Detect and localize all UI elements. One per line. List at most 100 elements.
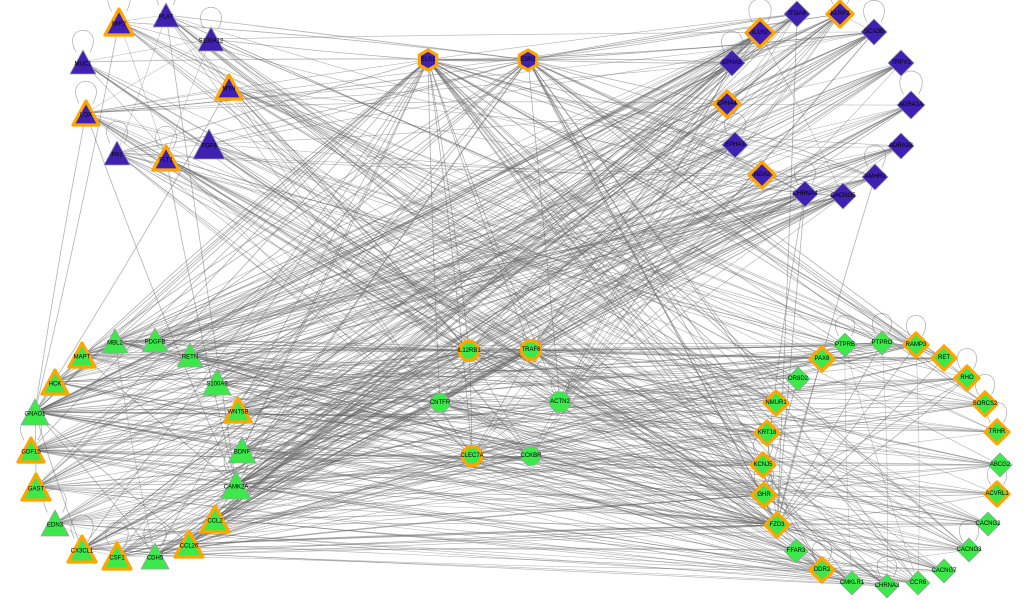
graph-node-cacng7[interactable]: CACNG7 [931, 558, 957, 584]
node-shape-triangle [214, 73, 244, 101]
node-shape-diamond [791, 180, 819, 208]
graph-node-flt1[interactable]: FLT1 [151, 144, 181, 172]
graph-node-muc1[interactable]: MUC1 [69, 48, 97, 76]
node-shape-diamond [750, 481, 778, 509]
graph-node-il12rb1[interactable]: IL12RB1 [457, 340, 481, 362]
node-shape-triangle [20, 398, 50, 426]
graph-node-sorcs2[interactable]: SORCS2 [971, 390, 999, 418]
graph-node-epha3[interactable]: EPHA3 [721, 131, 749, 159]
graph-node-epha5[interactable]: EPHA5 [718, 49, 746, 77]
graph-node-s100a9[interactable]: S100A9 [202, 367, 232, 397]
graph-node-scn3b[interactable]: SCN3B [860, 18, 888, 46]
node-shape-hexagon [517, 48, 539, 72]
graph-node-adra1b[interactable]: ADRA1B [887, 132, 915, 160]
node-shape-diamond [861, 163, 889, 191]
node-shape-diamond [832, 332, 858, 358]
graph-node-amhr2[interactable]: AMHR2 [861, 163, 889, 191]
node-shape-diamond [956, 537, 982, 563]
graph-node-fzd3[interactable]: FZD3 [763, 511, 791, 539]
node-shape-diamond [744, 17, 776, 49]
graph-node-cckbr[interactable]: CCKBR [520, 445, 542, 467]
graph-node-mapt[interactable]: MAPT [67, 341, 97, 369]
graph-node-ddr2[interactable]: DDR2 [808, 556, 836, 584]
node-shape-octagon [549, 391, 571, 413]
node-shape-diamond [987, 452, 1013, 478]
graph-node-camk2a[interactable]: CAMK2A [220, 469, 252, 501]
node-shape-triangle [16, 436, 46, 464]
graph-node-cdh5[interactable]: CDH5 [140, 541, 170, 571]
graph-node-traf6[interactable]: TRAF6 [520, 339, 542, 361]
graph-node-hck[interactable]: HCK [40, 368, 70, 396]
node-shape-diamond [718, 49, 746, 77]
node-shape-diamond [762, 389, 790, 417]
graph-node-nga2[interactable]: NGA2 [747, 160, 777, 190]
graph-node-lox[interactable]: LOX [71, 99, 101, 127]
graph-node-pdgfb[interactable]: PDGFB [141, 326, 169, 354]
graph-node-klrf2[interactable]: KLRF2 [825, 0, 855, 29]
node-shape-diamond [712, 89, 742, 119]
graph-node-epha4[interactable]: EPHA4 [712, 89, 742, 119]
graph-node-ptprb[interactable]: PTPRB [832, 332, 858, 358]
graph-node-mip2[interactable]: MIP2 [103, 7, 135, 37]
graph-node-chrna4[interactable]: CHRNA4 [791, 180, 819, 208]
graph-node-mbl2[interactable]: MBL2 [101, 327, 129, 355]
graph-node-nmur1[interactable]: NMUR1 [762, 389, 790, 417]
graph-node-actn2[interactable]: ACTN2 [548, 390, 572, 414]
graph-node-bdnf[interactable]: BDNF [227, 435, 257, 465]
graph-node-krt18[interactable]: KRT18 [753, 419, 781, 447]
graph-node-gast[interactable]: GAST [20, 472, 52, 502]
graph-node-cacng5[interactable]: CACNG5 [829, 182, 857, 210]
graph-node-ccr6[interactable]: CCR6 [905, 570, 931, 596]
node-shape-octagon [521, 446, 541, 466]
graph-node-il1r2[interactable]: IL1R2 [744, 17, 776, 49]
graph-node-ccl26[interactable]: CCL26 [173, 529, 205, 559]
node-shape-triangle [101, 541, 133, 571]
graph-node-adra1a[interactable]: ADRA1A [896, 90, 926, 120]
graph-node-clec7a[interactable]: CLEC7A [460, 445, 484, 467]
graph-node-trhr[interactable]: TRHR [983, 418, 1011, 446]
graph-node-cacng2[interactable]: CACNG2 [975, 511, 1001, 537]
node-shape-diamond [721, 131, 749, 159]
graph-node-ramp3[interactable]: RAMP3 [902, 331, 930, 359]
node-shape-diamond [869, 330, 895, 356]
graph-node-fn1[interactable]: FN1 [103, 139, 131, 167]
node-shape-diamond [783, 0, 811, 28]
graph-node-rho[interactable]: RHO [953, 364, 981, 392]
graph-node-edn3[interactable]: EDN3 [40, 508, 70, 538]
node-shape-diamond [763, 511, 791, 539]
graph-node-or8d2[interactable]: OR8D2 [785, 366, 811, 392]
graph-node-fgf6[interactable]: FGF6 [192, 127, 226, 161]
graph-node-mtn[interactable]: MTN [214, 73, 244, 101]
graph-node-gdf15[interactable]: GDF15 [16, 436, 46, 464]
graph-node-esr2[interactable]: ESR2 [517, 48, 539, 72]
graph-node-els1[interactable]: ELS1 [417, 48, 439, 72]
graph-node-kcnj5[interactable]: KCNJ5 [749, 451, 777, 479]
graph-node-retn[interactable]: RETN [176, 341, 204, 369]
graph-node-itga8[interactable]: ITGA8 [783, 0, 811, 28]
graph-node-trpv1[interactable]: TRPV1 [887, 49, 915, 77]
graph-node-cacng3[interactable]: CACNG3 [956, 537, 982, 563]
graph-node-ghr[interactable]: GHR [750, 481, 778, 509]
graph-node-ffar3[interactable]: FFAR3 [783, 538, 809, 564]
graph-node-s100a12[interactable]: S100A12 [197, 25, 225, 53]
graph-node-ptpro[interactable]: PTPRO [869, 330, 895, 356]
graph-node-gnao1[interactable]: GNAO1 [20, 397, 50, 427]
graph-node-pax8[interactable]: PAX8 [808, 345, 836, 373]
node-shape-triangle [20, 472, 52, 502]
graph-node-wnt5b[interactable]: WNT5B [223, 396, 253, 424]
graph-node-cntfr[interactable]: CNTFR [429, 392, 451, 414]
graph-node-cx3cl1[interactable]: CX3CL1 [66, 534, 98, 564]
graph-node-abcg2[interactable]: ABCG2 [987, 452, 1013, 478]
graph-node-csf1[interactable]: CSF1 [101, 541, 133, 571]
graph-node-ccl2[interactable]: CCL2 [199, 504, 231, 534]
node-shape-triangle [151, 144, 181, 172]
node-shape-triangle [152, 2, 180, 28]
graph-node-chrna3[interactable]: CHRNA3 [874, 573, 900, 599]
graph-node-cmklr1[interactable]: CMKLR1 [839, 570, 865, 596]
node-shape-octagon [430, 393, 450, 413]
graph-node-plat[interactable]: PLAT [152, 1, 180, 29]
node-shape-triangle [220, 470, 252, 500]
graph-node-acvrl1[interactable]: ACVRL1 [983, 480, 1011, 508]
node-shape-diamond [753, 419, 781, 447]
